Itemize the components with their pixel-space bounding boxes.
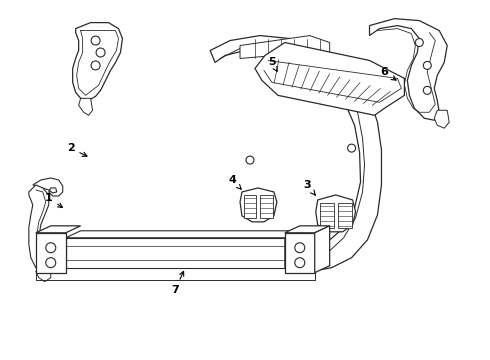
Circle shape [416, 39, 423, 46]
Polygon shape [434, 110, 449, 128]
Polygon shape [33, 178, 63, 196]
Text: 2: 2 [67, 143, 87, 156]
Text: 1: 1 [45, 193, 62, 208]
Polygon shape [78, 98, 93, 115]
Polygon shape [29, 185, 49, 272]
Circle shape [295, 243, 305, 253]
Circle shape [91, 61, 100, 70]
Circle shape [246, 156, 254, 164]
Polygon shape [240, 36, 330, 62]
Polygon shape [36, 226, 81, 233]
Circle shape [91, 36, 100, 45]
Polygon shape [260, 195, 273, 218]
Polygon shape [66, 231, 300, 238]
Polygon shape [316, 195, 356, 232]
Circle shape [423, 86, 431, 94]
Polygon shape [285, 226, 330, 233]
Text: 4: 4 [228, 175, 241, 189]
Polygon shape [285, 233, 315, 273]
Polygon shape [66, 238, 285, 268]
Polygon shape [73, 23, 122, 100]
Polygon shape [369, 19, 447, 120]
Polygon shape [36, 233, 66, 273]
Circle shape [295, 258, 305, 268]
Polygon shape [319, 203, 334, 228]
Circle shape [96, 48, 105, 57]
Polygon shape [244, 195, 256, 218]
Polygon shape [315, 226, 330, 273]
Polygon shape [240, 188, 277, 222]
Polygon shape [255, 42, 404, 115]
Circle shape [423, 62, 431, 69]
Circle shape [46, 243, 56, 253]
Text: 7: 7 [172, 271, 184, 294]
Circle shape [347, 144, 356, 152]
Text: 6: 6 [381, 67, 396, 80]
Text: 3: 3 [303, 180, 316, 195]
Polygon shape [210, 36, 382, 272]
Circle shape [46, 258, 56, 268]
Polygon shape [338, 203, 352, 228]
Polygon shape [36, 265, 51, 282]
Text: 5: 5 [268, 58, 277, 71]
Polygon shape [285, 231, 300, 268]
